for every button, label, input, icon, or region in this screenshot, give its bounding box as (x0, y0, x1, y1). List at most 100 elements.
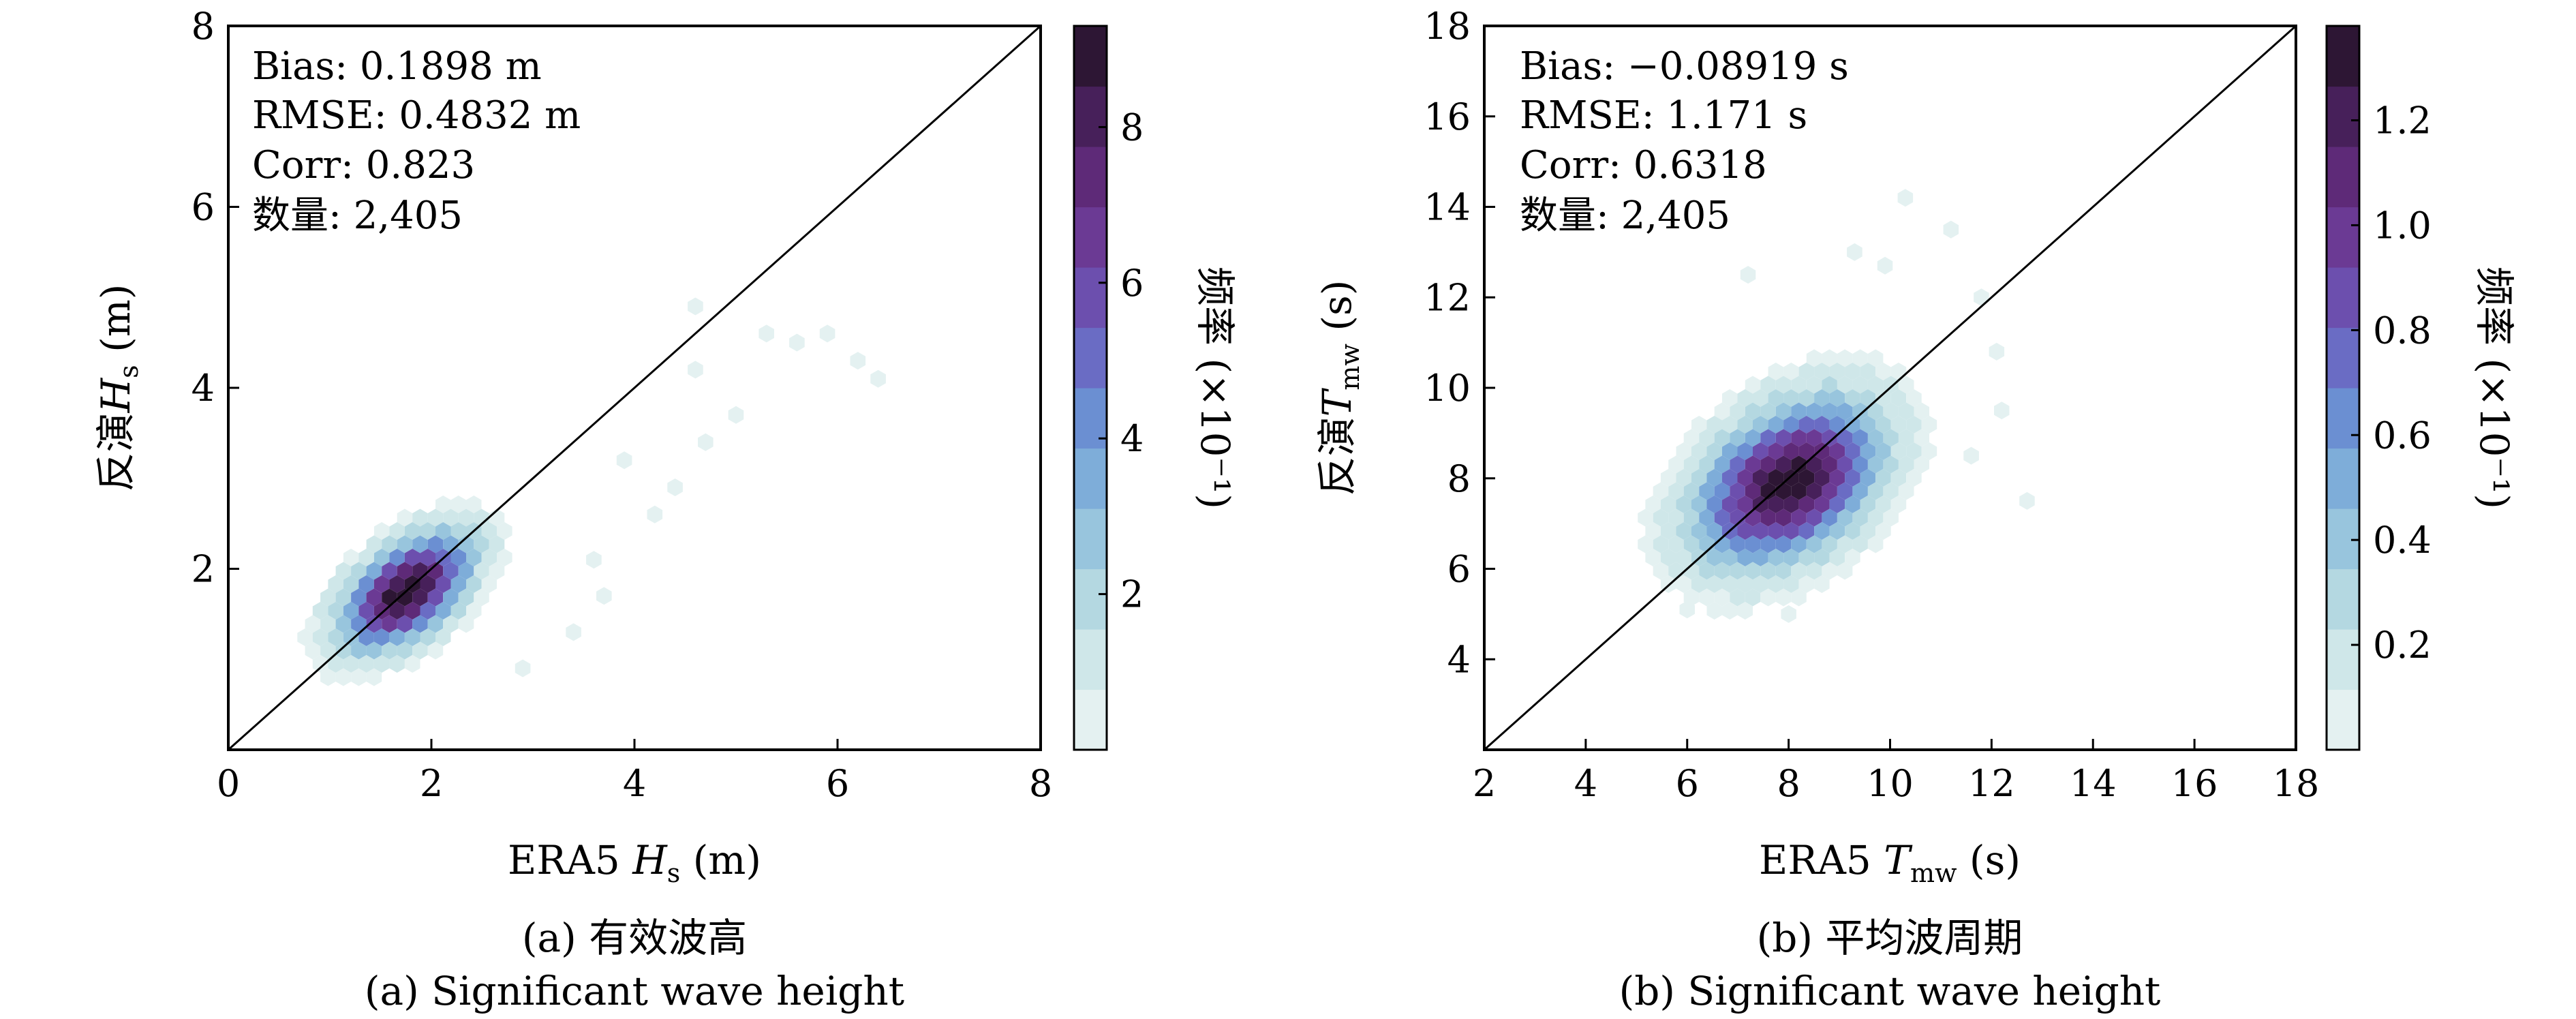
y-tick-label: 18 (1424, 5, 1471, 48)
density-hexbin (1852, 455, 1868, 474)
density-hexbin (481, 522, 497, 540)
y-tick-label: 6 (191, 186, 215, 229)
density-hexbin (1837, 535, 1853, 553)
density-hexbin (358, 628, 374, 646)
outlier-hexbin (1781, 605, 1796, 623)
density-hexbin (373, 575, 390, 593)
density-hexbin (351, 668, 367, 686)
density-hexbin (1875, 469, 1891, 487)
density-hexbin (1722, 602, 1738, 620)
density-hexbin (1783, 416, 1799, 434)
density-hexbin (1745, 429, 1761, 447)
density-hexbin (389, 628, 405, 646)
density-hexbin (1730, 402, 1745, 421)
density-hexbin (1791, 562, 1807, 580)
density-hexbin (1653, 562, 1669, 580)
density-hexbin (389, 549, 405, 566)
density-hexbin (1683, 482, 1700, 500)
density-hexbin (366, 641, 382, 660)
density-hexbin (1745, 455, 1761, 474)
density-hexbin (328, 655, 343, 673)
density-hexbin (366, 615, 382, 633)
density-hexbin (1860, 469, 1876, 487)
density-hexbin (1737, 549, 1753, 566)
colorbar-segment (1074, 327, 1107, 389)
outlier-hexbin (688, 297, 703, 316)
y-axis-label-a: 反演Hs (m) (93, 284, 144, 492)
density-hexbin (1852, 429, 1868, 447)
density-hexbin (404, 628, 420, 646)
density-hexbin (1798, 469, 1815, 487)
outlier-hexbin (688, 361, 703, 379)
density-hexbin (1837, 562, 1853, 580)
density-hexbin (1783, 522, 1799, 540)
density-hexbin (1653, 482, 1669, 500)
density-hexbin (1699, 508, 1715, 527)
density-hexbin (1814, 496, 1830, 513)
density-hexbin (358, 602, 374, 620)
colorbar-segment (2327, 689, 2359, 750)
density-hexbin (435, 496, 451, 513)
colorbar-segment (2327, 267, 2359, 329)
outlier-hexbin (1943, 220, 1959, 239)
density-hexbin (351, 641, 367, 660)
density-hexbin (1760, 588, 1776, 607)
density-hexbin (1829, 549, 1845, 566)
outlier-hexbin (819, 324, 835, 343)
density-hexbin (1683, 508, 1700, 527)
density-hexbin (1875, 389, 1891, 407)
density-hexbin (1883, 482, 1899, 500)
density-hexbin (1829, 496, 1845, 513)
y-tick-label: 4 (191, 367, 215, 410)
density-hexbin (366, 668, 382, 686)
outlier-hexbin (586, 551, 602, 569)
y-tick-label: 2 (191, 548, 215, 591)
density-hexbin (1806, 562, 1822, 580)
density-hexbin (1722, 549, 1738, 566)
density-hexbin (1845, 496, 1860, 513)
density-hexbin (489, 535, 505, 553)
density-hexbin (312, 602, 328, 620)
x-tick-label: 10 (1867, 762, 1914, 805)
colorbar-tick-label: 0.4 (2373, 519, 2432, 562)
density-hexbin (420, 549, 435, 566)
density-hexbin (1822, 349, 1837, 367)
x-tick-label: 4 (623, 762, 646, 805)
density-hexbin (343, 628, 359, 646)
density-hexbin (351, 588, 367, 607)
density-hexbin (1867, 376, 1884, 394)
density-hexbin (443, 588, 459, 607)
colorbar-segment (2327, 629, 2359, 690)
density-hexbin (1775, 562, 1792, 580)
density-hexbin (397, 615, 413, 633)
y-tick-label: 12 (1424, 276, 1471, 319)
density-hexbin (1699, 429, 1715, 447)
density-hexbin (1691, 416, 1707, 434)
stat-bias-a: Bias: 0.1898 m (252, 44, 542, 89)
density-hexbin (1714, 429, 1730, 447)
density-hexbin (343, 575, 359, 593)
panel-b: 2 4 6 8 10 12 14 16 18 4 6 8 10 12 14 16 18 Bias: −0.089… (1314, 5, 2517, 1014)
density-hexbin (1845, 416, 1860, 434)
colorbar-tick-label: 4 (1120, 417, 1144, 460)
colorbar-segment (1074, 207, 1107, 268)
density-hexbin (1706, 416, 1722, 434)
density-hexbin (1883, 508, 1899, 527)
density-hexbin (1806, 482, 1822, 500)
colorbar-b: 0.2 0.4 0.6 0.8 1.0 1.2 (2325, 25, 2432, 751)
density-hexbin (1760, 562, 1776, 580)
density-hexbin (466, 602, 482, 620)
density-hexbin (1714, 455, 1730, 474)
density-hexbin (1890, 469, 1907, 487)
density-hexbin (1783, 549, 1799, 566)
density-hexbin (1845, 442, 1860, 460)
density-hexbin (1676, 442, 1691, 460)
colorbar-tick-label: 1.0 (2373, 204, 2432, 247)
density-hexbin (1753, 389, 1768, 407)
density-hexbin (1860, 363, 1876, 380)
density-hexbin (335, 588, 352, 607)
density-hexbin (1775, 376, 1792, 394)
density-hexbin (1875, 416, 1891, 434)
y-tick-label: 16 (1424, 95, 1471, 138)
colorbar-segment (2327, 327, 2359, 389)
